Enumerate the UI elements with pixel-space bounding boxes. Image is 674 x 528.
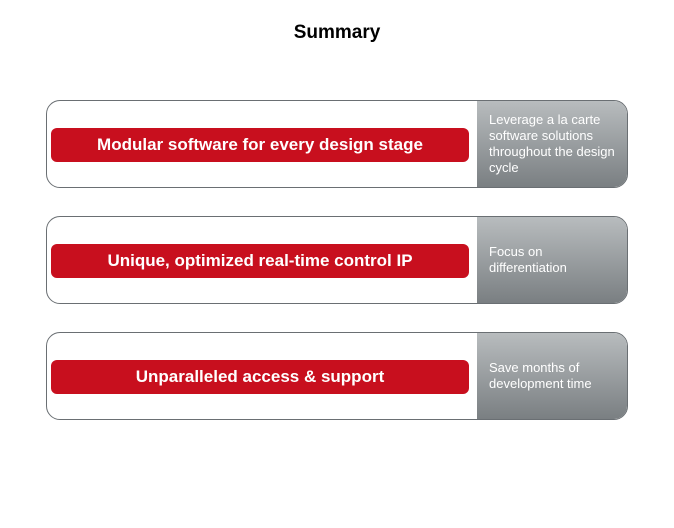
- row-headline: Unparalleled access & support: [136, 367, 384, 387]
- summary-row: Leverage a la carte software solutions t…: [46, 100, 628, 188]
- row-description-panel: Focus on differentiation: [477, 217, 627, 303]
- row-headline: Modular software for every design stage: [97, 135, 423, 155]
- row-headline-bar: Unique, optimized real-time control IP: [51, 244, 469, 278]
- row-headline-bar: Unparalleled access & support: [51, 360, 469, 394]
- row-description: Save months of development time: [489, 360, 617, 393]
- page-title: Summary: [0, 22, 674, 44]
- summary-row: Focus on differentiation Unique, optimize…: [46, 216, 628, 304]
- row-headline-bar: Modular software for every design stage: [51, 128, 469, 162]
- row-description-panel: Save months of development time: [477, 333, 627, 419]
- row-description-panel: Leverage a la carte software solutions t…: [477, 101, 627, 187]
- summary-row: Save months of development time Unparalle…: [46, 332, 628, 420]
- row-description: Leverage a la carte software solutions t…: [489, 112, 617, 177]
- summary-rows: Leverage a la carte software solutions t…: [46, 100, 628, 448]
- row-description: Focus on differentiation: [489, 244, 617, 277]
- row-headline: Unique, optimized real-time control IP: [107, 251, 412, 271]
